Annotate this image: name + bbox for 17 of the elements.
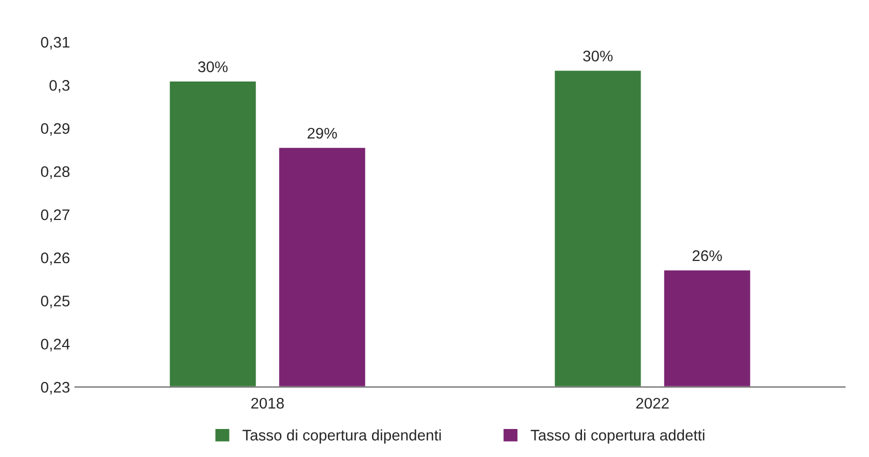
y-tick-label: 0,31 <box>41 36 70 50</box>
y-tick-label: 0,3 <box>50 80 70 93</box>
x-tick-label: 2022 <box>636 398 669 409</box>
data-label: 30% <box>583 50 613 62</box>
y-tick-label: 0,27 <box>41 209 70 222</box>
y-tick-label: 0,28 <box>41 166 70 179</box>
y-tick-label: 0,29 <box>41 123 70 136</box>
y-tick-label: 0,23 <box>41 382 70 394</box>
y-tick-label: 0,26 <box>41 252 70 266</box>
x-tick-label: 2018 <box>251 398 284 409</box>
data-label: 30% <box>198 61 228 72</box>
legend-label: Tasso di copertura dipendenti <box>242 429 441 444</box>
data-label: 26% <box>692 250 722 262</box>
legend-label: Tasso di copertura addetti <box>530 429 704 444</box>
data-label: 29% <box>308 128 337 139</box>
y-tick-label: 0,25 <box>41 296 70 308</box>
y-tick-label: 0,24 <box>41 338 70 352</box>
